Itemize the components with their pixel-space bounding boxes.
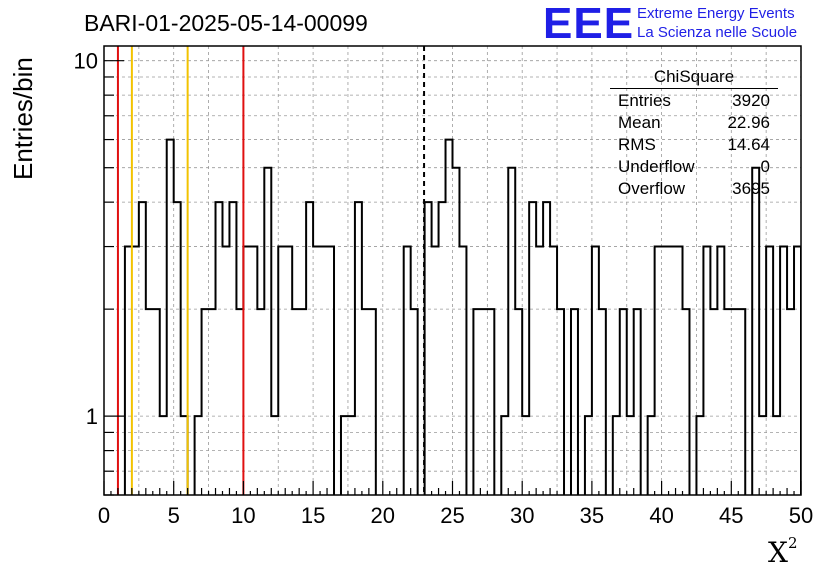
- x-axis-label: X2: [768, 534, 798, 569]
- stats-row-underflow: Underflow 0: [618, 157, 770, 176]
- stats-row-entries: Entries 3920: [618, 91, 770, 110]
- x-tick-label: 0: [98, 503, 110, 528]
- histogram-line: [123, 138, 801, 495]
- x-tick-label: 15: [301, 503, 325, 528]
- stats-box: ChiSquare Entries 3920 Mean 22.96 RMS 14.64…: [610, 66, 778, 200]
- stats-row-rms: RMS 14.64: [618, 135, 770, 154]
- stats-row-overflow: Overflow 3695: [618, 179, 770, 198]
- logo-line-1: Extreme Energy Events: [637, 5, 795, 22]
- x-tick-label: 35: [580, 503, 604, 528]
- y-axis-label: Entries/bin: [8, 57, 38, 180]
- x-tick-label: 5: [168, 503, 180, 528]
- y-tick-label: 1: [86, 404, 98, 429]
- x-tick-label: 45: [719, 503, 743, 528]
- eee-logo: EEE: [543, 0, 635, 48]
- x-tick-label: 10: [231, 503, 255, 528]
- stats-row-mean: Mean 22.96: [618, 113, 770, 132]
- logo-text: Extreme Energy Events La Scienza nelle S…: [637, 4, 797, 42]
- stats-title: ChiSquare: [610, 66, 778, 89]
- logo-line-2: La Scienza nelle Scuole: [637, 24, 798, 41]
- x-tick-label: 50: [789, 503, 813, 528]
- y-tick-label: 10: [74, 49, 98, 74]
- chart-title: BARI-01-2025-05-14-00099: [84, 10, 368, 36]
- x-tick-label: 25: [440, 503, 464, 528]
- x-tick-label: 30: [510, 503, 534, 528]
- x-tick-label: 40: [649, 503, 673, 528]
- x-tick-label: 20: [371, 503, 395, 528]
